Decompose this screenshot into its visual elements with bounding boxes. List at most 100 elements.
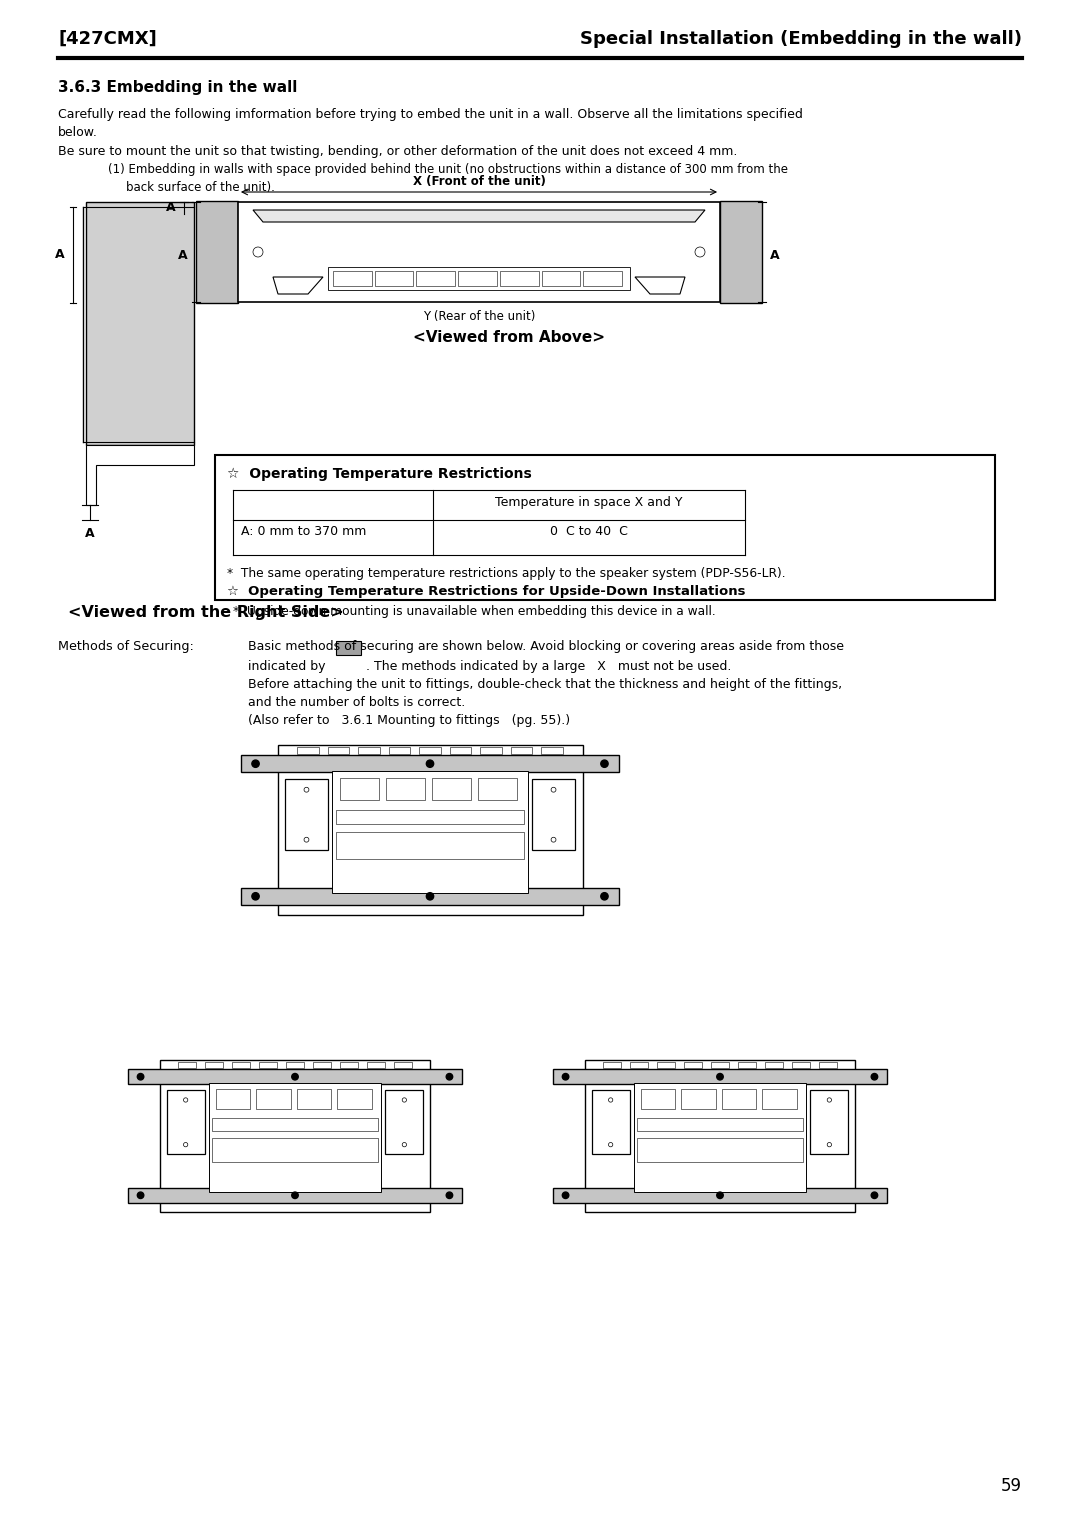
Bar — [592, 1091, 630, 1154]
Bar — [333, 770, 528, 892]
Bar — [216, 1089, 251, 1109]
Circle shape — [600, 892, 608, 900]
Bar — [637, 1137, 802, 1161]
Text: A: A — [166, 200, 176, 214]
Bar — [336, 810, 524, 825]
Circle shape — [292, 1074, 298, 1080]
Circle shape — [696, 248, 705, 257]
Bar — [328, 747, 349, 753]
Bar — [419, 747, 441, 753]
Bar — [541, 270, 580, 286]
Bar — [553, 1070, 888, 1085]
Circle shape — [717, 1074, 724, 1080]
Text: [427CMX]: [427CMX] — [58, 31, 157, 47]
Bar — [127, 1187, 462, 1203]
Bar — [721, 1089, 756, 1109]
Bar — [500, 270, 539, 286]
Bar — [389, 747, 410, 753]
Circle shape — [305, 787, 309, 792]
Text: A: A — [178, 249, 188, 261]
Bar — [241, 888, 619, 905]
Polygon shape — [86, 445, 194, 504]
Circle shape — [872, 1074, 878, 1080]
Circle shape — [427, 892, 434, 900]
Circle shape — [253, 248, 264, 257]
Bar — [333, 270, 372, 286]
Text: 59: 59 — [1001, 1478, 1022, 1494]
Circle shape — [137, 1192, 144, 1198]
Bar — [640, 1089, 675, 1109]
Bar — [195, 202, 238, 303]
Bar — [339, 1062, 359, 1068]
Text: Temperature in space X and Y: Temperature in space X and Y — [496, 497, 683, 509]
Circle shape — [563, 1192, 569, 1198]
Bar — [765, 1062, 783, 1068]
Text: Basic methods of securing are shown below. Avoid blocking or covering areas asid: Basic methods of securing are shown belo… — [248, 640, 843, 652]
Text: ☆  Operating Temperature Restrictions for Upside-Down Installations: ☆ Operating Temperature Restrictions for… — [227, 585, 745, 597]
Circle shape — [427, 759, 434, 767]
Bar — [603, 1062, 621, 1068]
Bar — [375, 270, 414, 286]
Bar — [285, 779, 328, 851]
Circle shape — [608, 1097, 612, 1102]
Bar — [637, 1118, 802, 1131]
Text: Methods of Securing:: Methods of Securing: — [58, 640, 194, 652]
Bar — [359, 747, 380, 753]
Circle shape — [292, 1192, 298, 1198]
Bar — [810, 1091, 848, 1154]
Circle shape — [827, 1097, 832, 1102]
Bar — [711, 1062, 729, 1068]
Text: 3.6.3 Embedding in the wall: 3.6.3 Embedding in the wall — [58, 79, 297, 95]
Bar — [256, 1089, 291, 1109]
Bar — [238, 202, 720, 303]
Bar — [212, 1137, 378, 1161]
Bar — [634, 1083, 807, 1192]
Text: Special Installation (Embedding in the wall): Special Installation (Embedding in the w… — [580, 31, 1022, 47]
Text: Be sure to mount the unit so that twisting, bending, or other deformation of the: Be sure to mount the unit so that twisti… — [58, 145, 738, 157]
Text: and the number of bolts is correct.: and the number of bolts is correct. — [248, 695, 465, 709]
Text: X (Front of the unit): X (Front of the unit) — [413, 176, 545, 188]
Text: below.: below. — [58, 125, 98, 139]
Text: indicated by: indicated by — [248, 660, 325, 672]
Circle shape — [402, 1097, 406, 1102]
Bar — [297, 747, 319, 753]
Circle shape — [446, 1192, 453, 1198]
Bar — [278, 746, 582, 915]
Text: *  The same operating temperature restrictions apply to the speaker system (PDP-: * The same operating temperature restric… — [227, 567, 785, 581]
Bar — [681, 1089, 716, 1109]
Bar — [684, 1062, 702, 1068]
Text: A: 0 mm to 370 mm: A: 0 mm to 370 mm — [241, 526, 366, 538]
Bar — [177, 1062, 197, 1068]
Polygon shape — [635, 277, 685, 293]
Text: A: A — [770, 249, 780, 261]
Polygon shape — [253, 209, 705, 222]
Circle shape — [184, 1143, 188, 1148]
Text: Before attaching the unit to fittings, double-check that the thickness and heigh: Before attaching the unit to fittings, d… — [248, 678, 842, 691]
Text: <Viewed from Above>: <Viewed from Above> — [413, 330, 605, 345]
Bar — [337, 1089, 372, 1109]
Bar — [657, 1062, 675, 1068]
Bar — [366, 1062, 386, 1068]
Text: Y (Rear of the unit): Y (Rear of the unit) — [422, 310, 536, 322]
Bar — [393, 1062, 413, 1068]
Circle shape — [252, 759, 259, 767]
Bar — [450, 747, 471, 753]
Bar — [312, 1062, 332, 1068]
Text: Carefully read the following imformation before trying to embed the unit in a wa: Carefully read the following imformation… — [58, 108, 802, 121]
Circle shape — [608, 1143, 612, 1148]
Polygon shape — [273, 277, 323, 293]
Bar — [340, 778, 379, 799]
Bar — [241, 755, 619, 772]
Circle shape — [551, 787, 556, 792]
Bar — [553, 1187, 888, 1203]
Bar — [458, 270, 497, 286]
Bar — [127, 1070, 462, 1085]
Text: ☆  Operating Temperature Restrictions: ☆ Operating Temperature Restrictions — [227, 468, 531, 481]
Bar — [432, 778, 471, 799]
Circle shape — [563, 1074, 569, 1080]
Bar — [285, 1062, 305, 1068]
Text: . The methods indicated by a large   X   must not be used.: . The methods indicated by a large X mus… — [366, 660, 731, 672]
Circle shape — [252, 892, 259, 900]
Bar — [386, 1091, 423, 1154]
Circle shape — [600, 759, 608, 767]
